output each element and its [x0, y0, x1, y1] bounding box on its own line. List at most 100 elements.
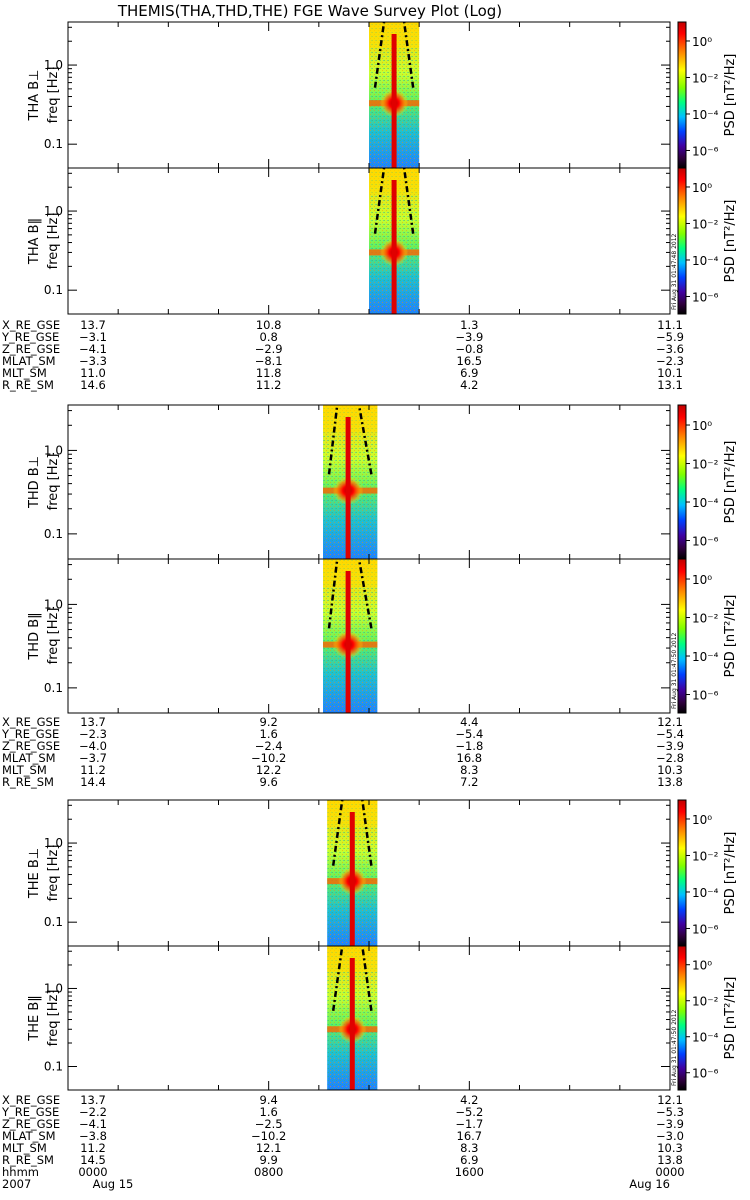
time-tick-label: 0000: [655, 1165, 684, 1179]
ephemeris-value: 8.3: [460, 763, 478, 777]
colorbar-tick-label: 10⁻⁴: [692, 886, 719, 900]
y-tick-label: 1.0: [44, 58, 63, 72]
y-axis-label: freq [Hz]: [46, 990, 61, 1047]
ephemeris-row-name: MLAT_SM: [2, 751, 56, 765]
ephemeris-value: 12.1: [256, 1141, 282, 1155]
ephemeris-row-name: MLAT_SM: [2, 1129, 56, 1143]
colorbar-tick-label: 10⁻⁴: [692, 254, 719, 268]
colorbar-tick-label: 10⁻⁶: [692, 689, 719, 703]
ephemeris-value: 9.2: [260, 715, 278, 729]
ephemeris-value: −4.0: [79, 739, 107, 753]
ephemeris-value: −8.1: [255, 354, 283, 368]
ephemeris-value: 13.1: [657, 378, 683, 392]
peak-stripe: [349, 958, 355, 1090]
ephemeris-row-name: Z_RE_GSE: [2, 1117, 60, 1131]
ephemeris-value: −3.1: [79, 330, 107, 344]
ephemeris-value: −3.7: [79, 751, 107, 765]
peak-stripe: [391, 180, 397, 314]
year-label: 2007: [2, 1177, 31, 1191]
ephemeris-value: −10.2: [251, 1129, 286, 1143]
y-tick-label: 0.1: [44, 1060, 63, 1074]
colorbar-tick-label: 10⁻⁴: [692, 108, 719, 122]
ephemeris-value: 9.9: [260, 1153, 278, 1167]
colorbar-tick-label: 10⁻⁶: [692, 922, 719, 936]
colorbar-tick-label: 10⁻⁶: [692, 535, 719, 549]
ephemeris-value: 6.9: [460, 1153, 478, 1167]
ephemeris-row-name: Z_RE_GSE: [2, 739, 60, 753]
y-tick-label: 0.1: [44, 527, 63, 541]
peak-stripe: [345, 571, 351, 713]
timestamps: Fri Aug 31 01:47:48 2012 Fri Aug 31 01:47…: [671, 233, 678, 1086]
colorbar-label: PSD [nT²/Hz]: [723, 54, 738, 137]
colorbar-label: PSD [nT²/Hz]: [723, 832, 738, 915]
ephemeris-row-name: MLT_SM: [2, 366, 47, 380]
ephemeris-value: −3.3: [79, 354, 107, 368]
figure-title: THEMIS(THA,THD,THE) FGE Wave Survey Plot…: [117, 2, 502, 20]
spectrogram-panel: 1.0 0.1 THE B‖ freq [Hz] 10⁰ 10⁻² 10⁻⁴ 10⁻⁶ PSD …: [27, 945, 738, 1091]
ephemeris-row-name: MLAT_SM: [2, 354, 56, 368]
panel-label: THD B⊥: [27, 456, 42, 509]
ephemeris-value: −2.2: [79, 1105, 107, 1119]
colorbar: [677, 21, 687, 169]
ephemeris-value: 6.9: [460, 366, 478, 380]
ephemeris-value: −10.2: [251, 751, 286, 765]
ephemeris-value: 10.1: [657, 366, 683, 380]
ephemeris-row-name: Y_RE_GSE: [1, 727, 59, 741]
colorbar-tick-label: 10⁻⁶: [692, 290, 719, 304]
ephemeris-value: 12.1: [657, 715, 683, 729]
panel-label: THE B‖: [27, 995, 42, 1041]
colorbar-tick-label: 10⁻⁴: [692, 1031, 719, 1045]
ephemeris-value: −2.3: [656, 354, 684, 368]
ephemeris-value: 11.2: [80, 1141, 106, 1155]
ephemeris-row-name: R_RE_SM: [2, 1153, 54, 1167]
colorbar-tick-label: 10⁻²: [692, 71, 719, 85]
peak-stripe: [345, 417, 351, 559]
y-tick-label: 0.1: [44, 137, 63, 151]
ephemeris-value: −1.7: [455, 1117, 483, 1131]
y-tick-label: 1.0: [44, 443, 63, 457]
ephemeris-value: 9.6: [260, 775, 278, 789]
cyclotron-curve-left: [373, 167, 386, 234]
ephemeris-value: 13.7: [80, 318, 106, 332]
spectrogram-panel: 1.0 0.1 THD B⊥ freq [Hz] 10⁰ 10⁻² 10⁻⁴ 10⁻⁶ PSD …: [27, 404, 738, 560]
cyclotron-curve-right: [357, 558, 373, 629]
spectrogram-panel: 1.0 0.1 THD B‖ freq [Hz] 10⁰ 10⁻² 10⁻⁴ 10⁻⁶ PSD …: [27, 558, 738, 714]
ephemeris-value: −5.2: [455, 1105, 483, 1119]
colorbar-tick-label: 10⁰: [692, 573, 712, 587]
y-tick-label: 0.1: [44, 681, 63, 695]
ephemeris-value: 13.8: [657, 1153, 683, 1167]
ephemeris-value: 11.0: [80, 366, 106, 380]
ephemeris-value: 1.3: [460, 318, 478, 332]
colorbar-tick-label: 10⁰: [692, 181, 712, 195]
panel-label: THA B⊥: [27, 70, 42, 122]
colorbar-tick-label: 10⁻²: [692, 458, 719, 472]
plot-timestamp: Fri Aug 31 01:47:50 2012: [671, 1009, 678, 1086]
y-axis-label: freq [Hz]: [46, 608, 61, 665]
ephemeris-value: −2.5: [255, 1117, 283, 1131]
y-axis-label: freq [Hz]: [46, 454, 61, 511]
ephemeris-value: 16.8: [457, 751, 483, 765]
time-tick-label: 0000: [78, 1165, 107, 1179]
ephemeris-value: −5.9: [656, 330, 684, 344]
ephemeris-row-name: Y_RE_GSE: [1, 1105, 59, 1119]
colorbar-label: PSD [nT²/Hz]: [723, 200, 738, 283]
colorbar-tick-label: 10⁰: [692, 419, 712, 433]
ephemeris-value: 13.7: [80, 715, 106, 729]
ephemeris-value: 11.2: [256, 378, 282, 392]
ephemeris-value: −3.8: [79, 1129, 107, 1143]
colorbar: [677, 558, 687, 714]
ephemeris-row-name: MLT_SM: [2, 1141, 47, 1155]
ephemeris-value: −4.1: [79, 1117, 107, 1131]
ephemeris-value: −5.4: [455, 727, 483, 741]
colorbar-tick-label: 10⁻⁴: [692, 496, 719, 510]
ephemeris-value: −4.1: [79, 342, 107, 356]
time-axis-name: hhmm: [2, 1165, 39, 1179]
ephemeris-value: 14.6: [80, 378, 106, 392]
ephemeris-value: 14.5: [80, 1153, 106, 1167]
colorbar-label: PSD [nT²/Hz]: [723, 441, 738, 524]
ephemeris-row-name: Y_RE_GSE: [1, 330, 59, 344]
colorbar-label: PSD [nT²/Hz]: [723, 595, 738, 678]
y-tick-label: 1.0: [44, 204, 63, 218]
spectrogram-panel: 1.0 0.1 THE B⊥ freq [Hz] 10⁰ 10⁻² 10⁻⁴ 10⁻⁶ PSD …: [27, 799, 738, 947]
